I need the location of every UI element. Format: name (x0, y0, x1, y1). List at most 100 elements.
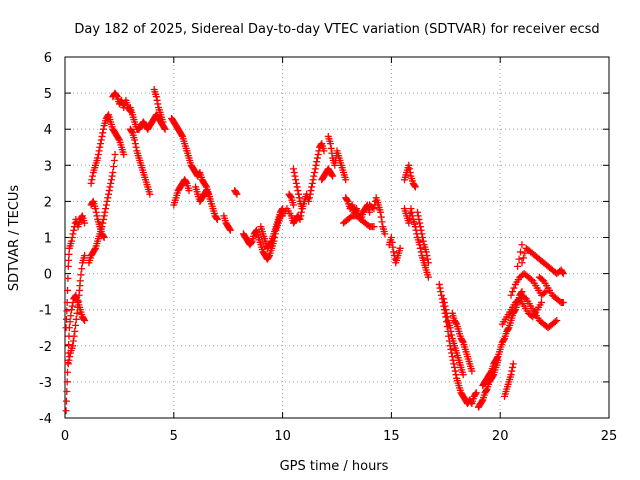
data-point (441, 302, 449, 310)
data-point (97, 136, 105, 144)
data-point (509, 363, 517, 371)
data-point (195, 170, 203, 178)
data-point (71, 292, 79, 300)
data-point (405, 219, 413, 227)
data-point (72, 321, 80, 329)
data-point (65, 341, 73, 349)
data-point (62, 407, 70, 415)
data-point (317, 141, 325, 149)
data-point (101, 208, 109, 216)
data-point (73, 309, 81, 317)
data-point (71, 327, 79, 335)
data-point (329, 172, 337, 180)
chart-title: Day 182 of 2025, Sidereal Day-to-day VTE… (74, 22, 599, 37)
data-point (416, 219, 424, 227)
data-point (99, 125, 107, 133)
data-point (411, 182, 419, 190)
data-point (81, 317, 89, 325)
data-point (202, 182, 210, 190)
data-point (458, 337, 466, 345)
data-point (515, 255, 523, 263)
y-tick-label: 6 (44, 51, 52, 66)
y-tick-label: 5 (44, 87, 52, 102)
data-point (265, 253, 273, 261)
data-point (451, 363, 459, 371)
data-point (311, 165, 319, 173)
data-point (68, 234, 76, 241)
data-point (387, 234, 395, 241)
data-point (294, 187, 302, 195)
data-point (289, 201, 297, 209)
data-point (252, 227, 260, 235)
data-point (233, 190, 241, 198)
data-point (381, 230, 389, 238)
y-tick-label: 2 (44, 195, 52, 210)
data-point (292, 179, 300, 187)
data-point (160, 124, 168, 132)
data-point (342, 176, 350, 184)
data-point (91, 205, 99, 213)
data-point (98, 132, 106, 140)
data-point (440, 298, 448, 306)
data-point (96, 143, 104, 151)
data-point (110, 163, 118, 171)
data-point (66, 353, 74, 361)
data-point (388, 238, 396, 246)
data-point (67, 312, 75, 320)
data-point (128, 128, 136, 136)
data-point (102, 205, 110, 213)
data-point (448, 331, 456, 339)
data-point (297, 208, 305, 216)
data-point (327, 144, 335, 152)
data-point (390, 248, 398, 256)
data-point (291, 172, 299, 180)
data-point (182, 178, 190, 186)
data-point (89, 172, 97, 180)
data-point (415, 215, 423, 223)
data-point (405, 161, 413, 169)
x-tick-label: 10 (274, 429, 291, 444)
data-point (108, 172, 116, 180)
data-point (63, 388, 71, 396)
data-point (161, 125, 169, 133)
data-point (102, 201, 110, 209)
data-point (100, 212, 108, 220)
data-point (326, 140, 334, 148)
data-point (111, 150, 119, 158)
data-point (424, 259, 432, 267)
data-point (105, 187, 113, 195)
data-point (247, 238, 255, 246)
data-point (104, 194, 112, 202)
data-point (378, 218, 386, 226)
data-point (226, 226, 234, 234)
y-tick-label: -2 (39, 340, 52, 355)
data-point (352, 206, 360, 214)
data-point (514, 262, 522, 270)
data-point (507, 371, 515, 379)
data-point (406, 169, 414, 177)
data-point (62, 324, 70, 332)
y-tick-label: 0 (44, 268, 52, 283)
data-point (377, 208, 385, 216)
y-tick-label: 1 (44, 232, 52, 247)
data-point (487, 368, 495, 376)
data-point (78, 213, 86, 221)
tick-layer: 0 5 10 15 20 25 -4 -3 -2 -1 0 1 2 3 4 5 6 (39, 51, 617, 444)
data-point (518, 259, 526, 267)
data-point (348, 202, 356, 210)
data-point (389, 243, 397, 251)
data-point (99, 129, 107, 137)
data-point (64, 286, 72, 294)
data-point (207, 197, 215, 205)
data-point (226, 225, 234, 233)
data-point (63, 298, 71, 306)
data-point (517, 248, 525, 256)
data-point (305, 194, 313, 202)
data-point (417, 226, 425, 234)
data-point (97, 140, 105, 148)
data-point (298, 205, 306, 213)
data-point (527, 276, 535, 284)
data-point (289, 165, 297, 173)
data-point (553, 317, 561, 325)
